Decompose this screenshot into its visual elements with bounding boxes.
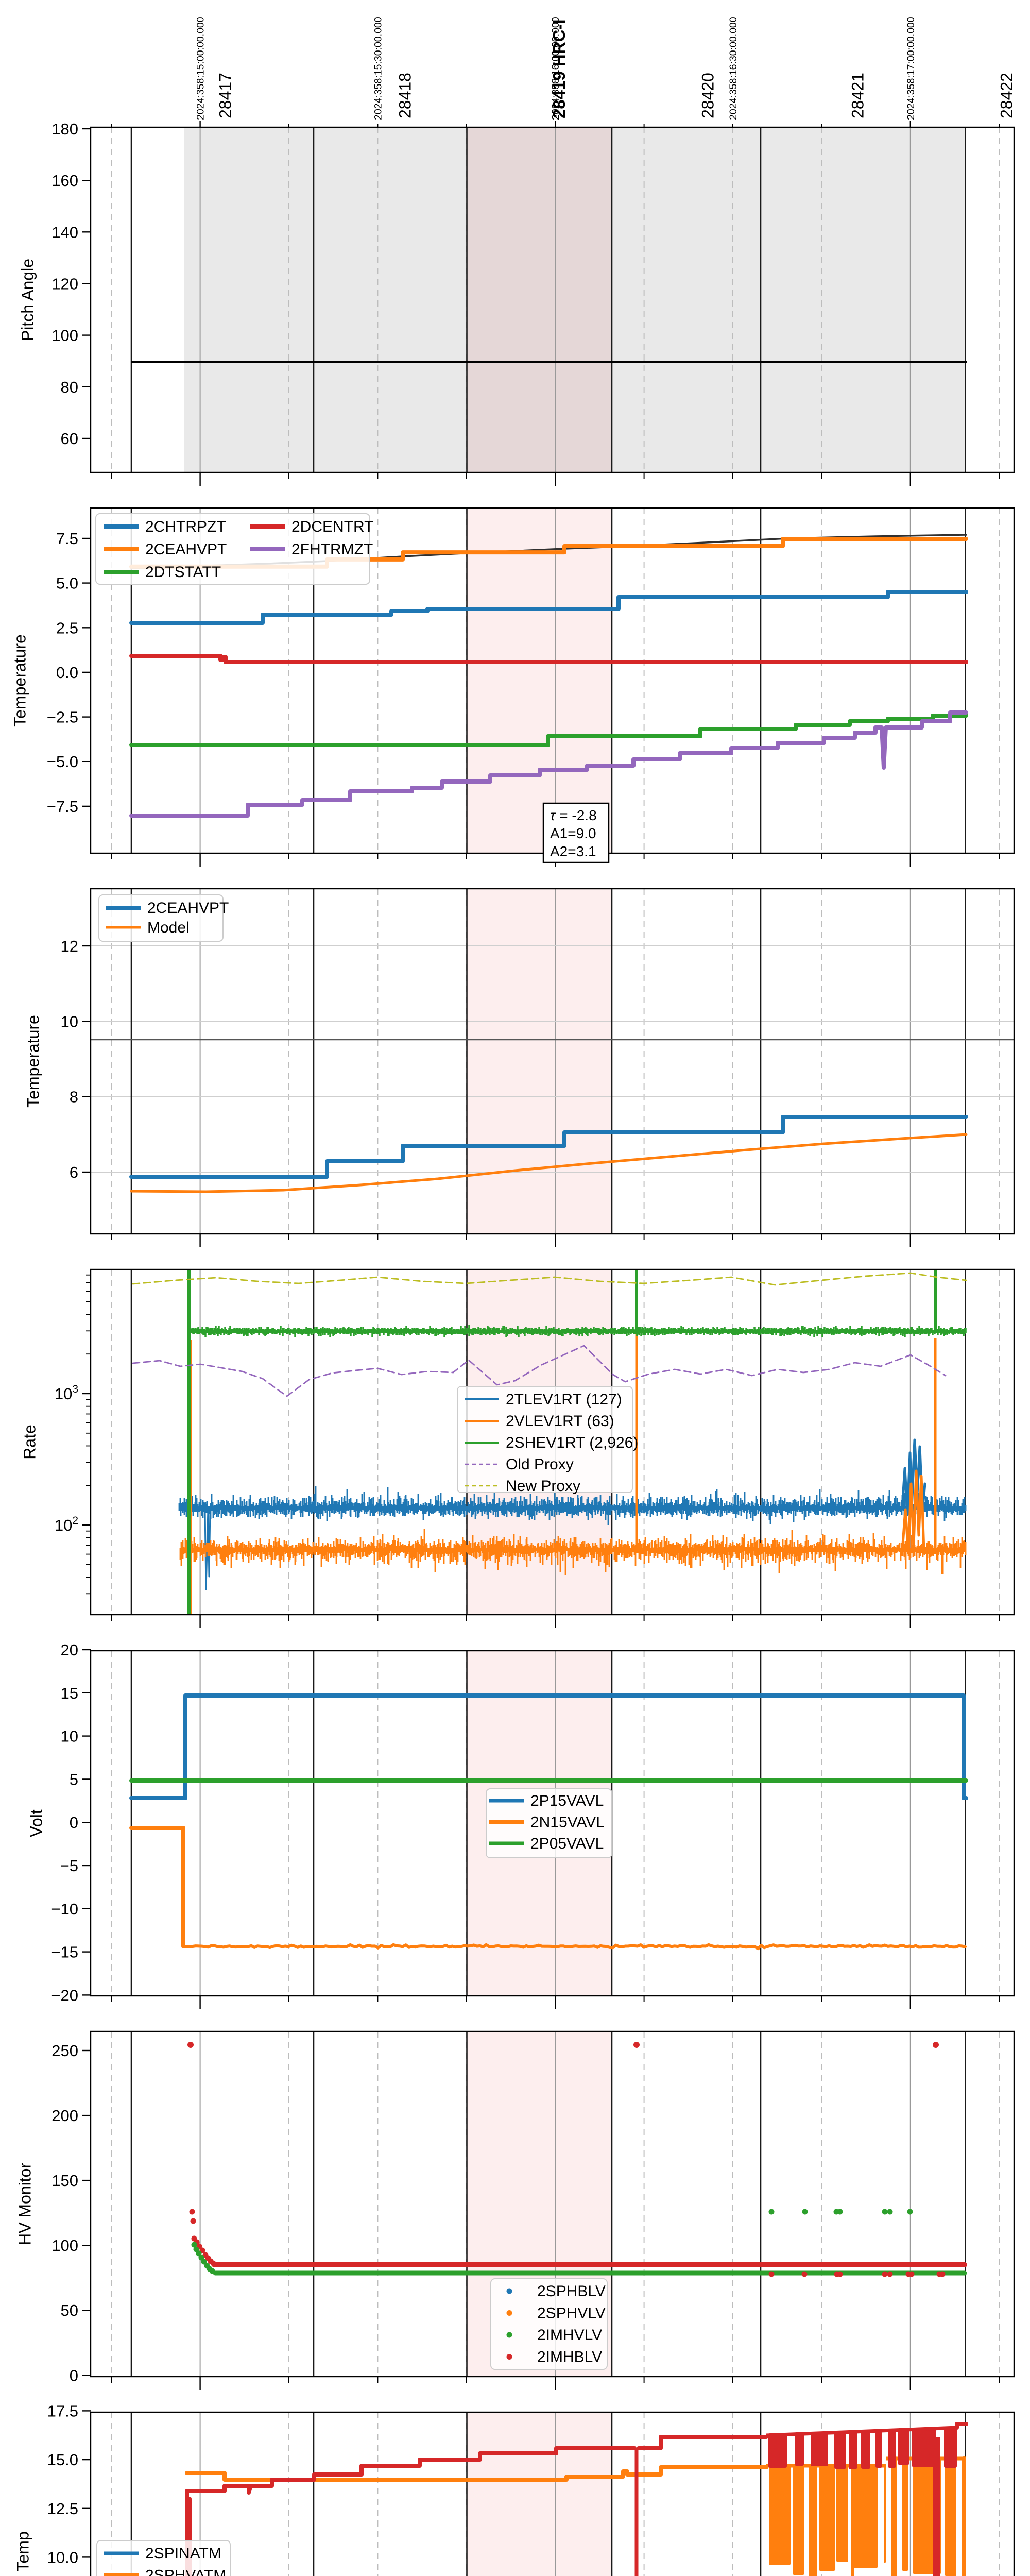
- svg-text:150: 150: [52, 2172, 78, 2190]
- svg-text:2SPHVLV: 2SPHVLV: [537, 2305, 606, 2322]
- svg-text:60: 60: [61, 430, 78, 448]
- svg-text:12.5: 12.5: [47, 2500, 78, 2518]
- svg-text:28420: 28420: [699, 73, 717, 118]
- svg-text:−15: −15: [51, 1943, 78, 1961]
- svg-text:Temperature: Temperature: [11, 634, 29, 727]
- svg-text:−5.0: −5.0: [47, 753, 78, 771]
- svg-text:28421: 28421: [849, 73, 867, 118]
- svg-text:7.5: 7.5: [56, 530, 78, 548]
- svg-text:80: 80: [61, 378, 78, 396]
- svg-text:2024:358:17:00:00.000: 2024:358:17:00:00.000: [905, 16, 917, 120]
- svg-text:5: 5: [70, 1770, 78, 1788]
- svg-text:HV Monitor: HV Monitor: [16, 2163, 35, 2245]
- svg-text:2024:358:15:00:00.000: 2024:358:15:00:00.000: [195, 16, 207, 120]
- svg-text:140: 140: [52, 223, 78, 241]
- svg-text:10.0: 10.0: [47, 2548, 78, 2566]
- svg-text:2FHTRMZT: 2FHTRMZT: [291, 541, 373, 558]
- svg-text:0: 0: [70, 2366, 78, 2384]
- svg-text:103: 103: [55, 1383, 78, 1403]
- svg-text:2CEAHVPT: 2CEAHVPT: [147, 900, 229, 917]
- svg-text:2P15VAVL: 2P15VAVL: [530, 1792, 604, 1809]
- svg-text:5.0: 5.0: [56, 574, 78, 592]
- svg-text:12: 12: [61, 937, 78, 955]
- svg-text:8: 8: [70, 1088, 78, 1106]
- svg-text:120: 120: [52, 275, 78, 293]
- svg-text:28417: 28417: [216, 73, 235, 118]
- svg-text:2024:358:16:00:00.000: 2024:358:16:00:00.000: [550, 16, 561, 120]
- svg-text:Old Proxy: Old Proxy: [506, 1456, 574, 1473]
- svg-text:15: 15: [61, 1684, 78, 1702]
- svg-text:180: 180: [52, 120, 78, 138]
- svg-text:τ = -2.8: τ = -2.8: [550, 807, 597, 823]
- svg-text:20: 20: [61, 1641, 78, 1659]
- svg-text:10: 10: [61, 1727, 78, 1745]
- svg-text:Rate: Rate: [21, 1425, 39, 1460]
- svg-text:6: 6: [70, 1163, 78, 1181]
- svg-text:2.5: 2.5: [56, 619, 78, 637]
- svg-text:New Proxy: New Proxy: [506, 1478, 580, 1495]
- svg-text:2SPINATM: 2SPINATM: [145, 2545, 221, 2562]
- svg-text:2SPHBLV: 2SPHBLV: [537, 2283, 606, 2300]
- svg-text:17.5: 17.5: [47, 2402, 78, 2420]
- svg-text:2TLEV1RT (127): 2TLEV1RT (127): [506, 1391, 622, 1408]
- svg-text:2P05VAVL: 2P05VAVL: [530, 1835, 604, 1852]
- svg-text:100: 100: [52, 327, 78, 345]
- svg-text:2N15VAVL: 2N15VAVL: [530, 1814, 605, 1831]
- svg-text:2CHTRPZT: 2CHTRPZT: [145, 518, 226, 535]
- svg-text:160: 160: [52, 172, 78, 190]
- svg-text:A1=9.0: A1=9.0: [550, 825, 596, 841]
- svg-text:A2=3.1: A2=3.1: [550, 843, 596, 859]
- svg-text:2DCENTRT: 2DCENTRT: [291, 518, 373, 535]
- svg-text:2IMHBLV: 2IMHBLV: [537, 2349, 602, 2366]
- svg-text:2VLEV1RT (63): 2VLEV1RT (63): [506, 1413, 614, 1430]
- svg-text:2DTSTATT: 2DTSTATT: [145, 564, 221, 581]
- svg-text:−2.5: −2.5: [47, 708, 78, 726]
- svg-text:Temperature: Temperature: [24, 1015, 43, 1108]
- svg-text:2IMHVLV: 2IMHVLV: [537, 2327, 602, 2344]
- svg-text:50: 50: [61, 2301, 78, 2319]
- svg-text:−10: −10: [51, 1900, 78, 1918]
- svg-text:100: 100: [52, 2236, 78, 2255]
- svg-text:28422: 28422: [998, 73, 1016, 118]
- svg-text:Volt: Volt: [27, 1809, 46, 1837]
- svg-text:−5: −5: [60, 1857, 78, 1875]
- svg-text:200: 200: [52, 2107, 78, 2125]
- svg-text:Pitch Angle: Pitch Angle: [19, 259, 37, 341]
- svg-text:2SPHVATM: 2SPHVATM: [145, 2567, 226, 2576]
- svg-text:10: 10: [61, 1012, 78, 1030]
- svg-text:2024:358:15:30:00.000: 2024:358:15:30:00.000: [372, 16, 384, 120]
- svg-text:2SHEV1RT (2,926): 2SHEV1RT (2,926): [506, 1434, 638, 1451]
- svg-text:15.0: 15.0: [47, 2451, 78, 2469]
- svg-text:0: 0: [70, 1814, 78, 1832]
- svg-text:2024:358:16:30:00.000: 2024:358:16:30:00.000: [728, 16, 739, 120]
- svg-text:28418: 28418: [396, 73, 415, 118]
- svg-text:0.0: 0.0: [56, 664, 78, 682]
- svg-text:−7.5: −7.5: [47, 798, 78, 816]
- svg-text:2CEAHVPT: 2CEAHVPT: [145, 541, 227, 558]
- svg-text:Model: Model: [147, 919, 190, 936]
- svg-text:250: 250: [52, 2042, 78, 2060]
- svg-text:−20: −20: [51, 1986, 78, 2004]
- svg-text:Detector Temp: Detector Temp: [14, 2531, 32, 2576]
- svg-text:28419 HRC-I: 28419 HRC-I: [550, 19, 569, 118]
